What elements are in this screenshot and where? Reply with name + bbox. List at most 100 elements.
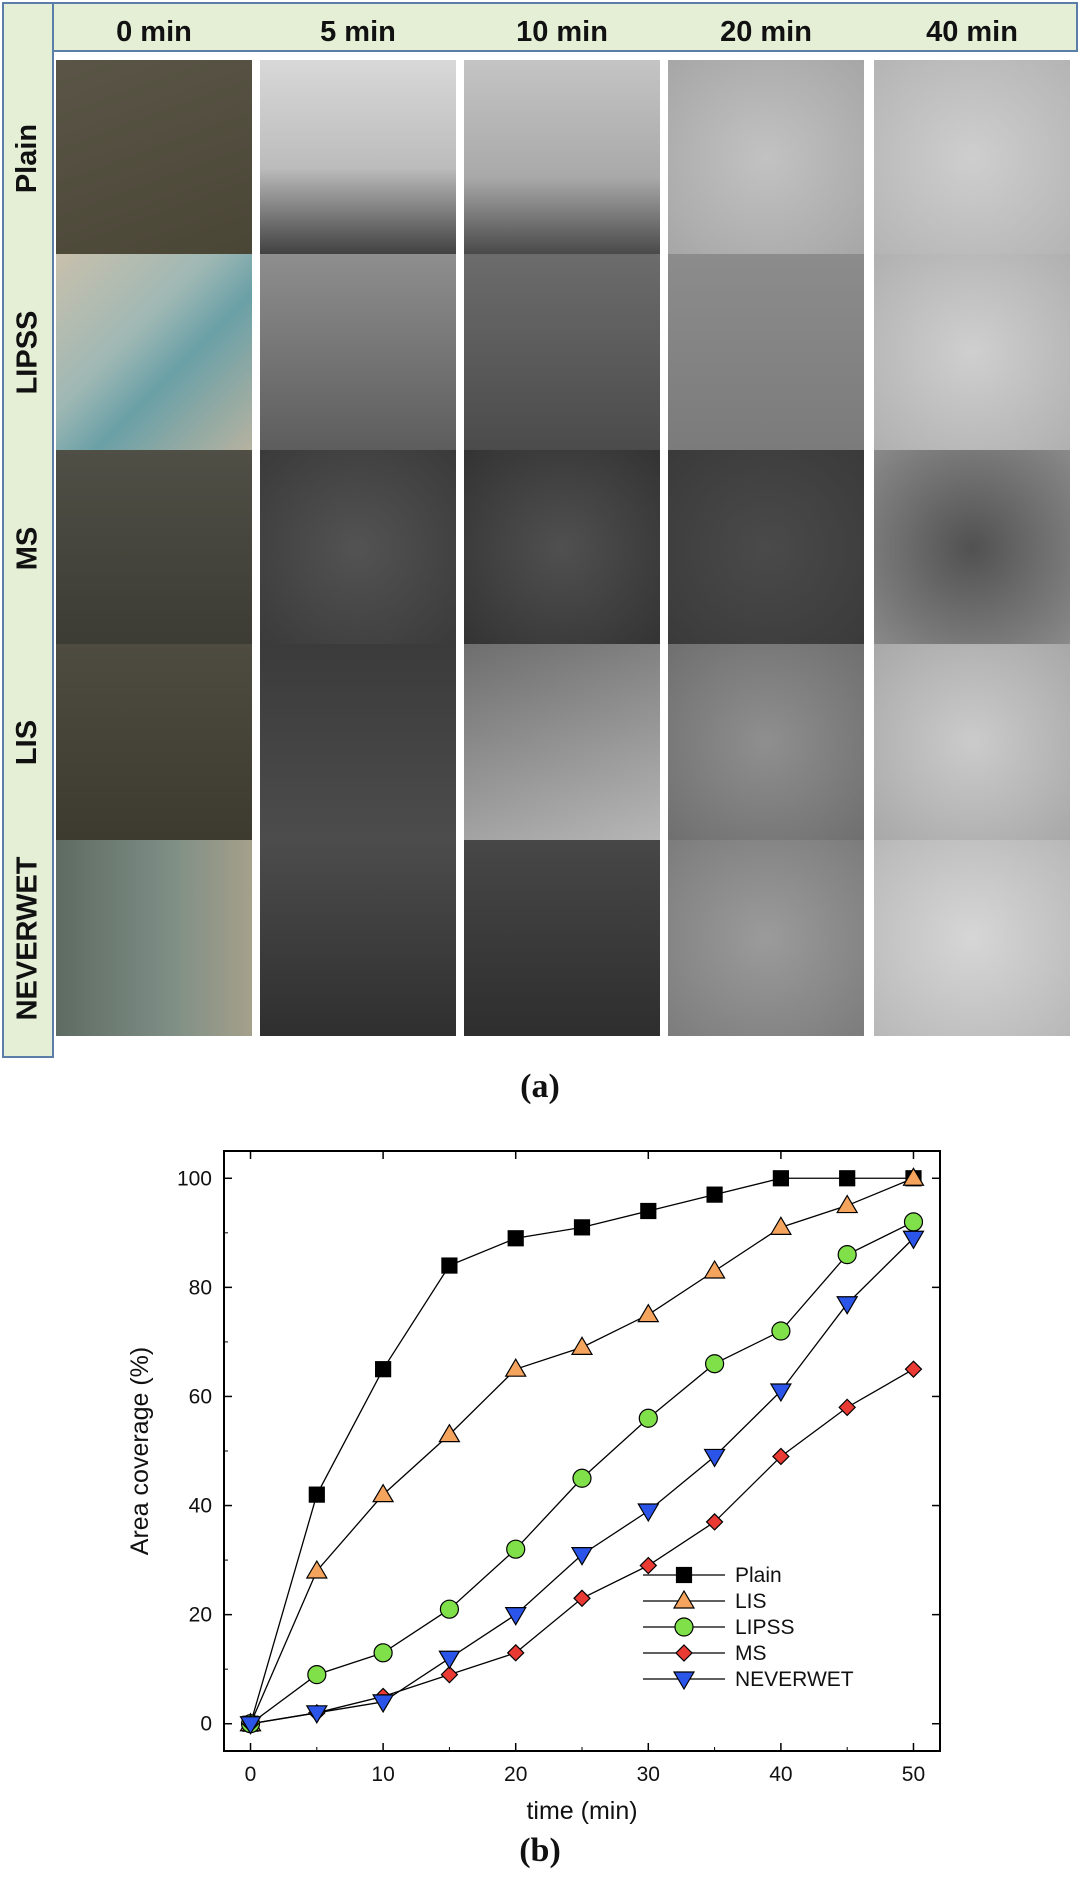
sample-photo xyxy=(668,254,864,450)
sample-photo xyxy=(464,840,660,1036)
data-point-ms xyxy=(904,1360,923,1379)
sample-photo xyxy=(668,840,864,1036)
y-tick-label: 100 xyxy=(177,1167,212,1190)
row-label: NEVERWET xyxy=(11,856,44,1020)
data-point-ms xyxy=(440,1665,459,1684)
data-point-neverwet xyxy=(504,1607,527,1626)
data-point-ms xyxy=(838,1398,857,1417)
data-point-ms xyxy=(506,1643,525,1662)
y-tick-label: 60 xyxy=(189,1385,212,1408)
legend-label: LIPSS xyxy=(735,1616,795,1639)
data-point-lipss xyxy=(506,1539,526,1559)
sample-photo xyxy=(56,840,252,1036)
series-line-lis xyxy=(249,1177,914,1724)
legend-marker xyxy=(675,1566,693,1584)
legend-label: LIS xyxy=(735,1590,767,1613)
sample-photo xyxy=(260,840,456,1036)
data-point-lipss xyxy=(638,1408,658,1428)
sample-photo xyxy=(874,254,1070,450)
sample-photo xyxy=(874,60,1070,256)
image-grid: 0 min 5 min 10 min 20 min 40 min Plain LIPSS M… xyxy=(2,2,1078,1058)
plot-frame xyxy=(223,1150,941,1752)
data-point-plain xyxy=(375,1361,392,1378)
sample-photo xyxy=(464,644,660,840)
data-point-lis xyxy=(902,1167,925,1186)
sample-photo xyxy=(464,254,660,450)
data-point-lis xyxy=(836,1194,859,1214)
x-tick-label: 0 xyxy=(245,1763,257,1786)
sample-photo xyxy=(56,450,252,646)
sample-photo xyxy=(56,644,252,840)
row-label: LIPSS xyxy=(11,310,44,394)
y-tick-label: 40 xyxy=(189,1495,212,1518)
data-point-plain xyxy=(640,1202,657,1220)
data-point-neverwet xyxy=(438,1650,461,1670)
legend-marker xyxy=(674,1617,694,1637)
sample-photo xyxy=(874,450,1070,646)
column-label: 40 min xyxy=(926,16,1018,48)
sample-photo xyxy=(260,450,456,646)
data-point-lis xyxy=(570,1336,594,1355)
sample-photo xyxy=(260,254,456,450)
data-point-neverwet xyxy=(305,1705,328,1725)
data-point-lipss xyxy=(903,1212,924,1232)
data-point-lipss xyxy=(837,1245,857,1265)
data-point-lis xyxy=(769,1216,792,1235)
sample-photo xyxy=(56,254,252,450)
panel-a-label: (a) xyxy=(520,1068,560,1105)
legend-marker xyxy=(672,1589,696,1609)
column-label: 5 min xyxy=(320,16,396,48)
x-tick-label: 20 xyxy=(504,1763,527,1786)
y-tick-label: 20 xyxy=(189,1604,212,1627)
data-point-lipss xyxy=(307,1665,327,1685)
data-point-neverwet xyxy=(902,1230,925,1250)
data-point-lipss xyxy=(704,1354,725,1374)
data-point-lis xyxy=(438,1423,461,1443)
data-point-plain xyxy=(772,1170,789,1187)
data-point-ms xyxy=(705,1513,724,1531)
sample-photo xyxy=(464,450,660,646)
column-label: 0 min xyxy=(116,16,192,48)
data-point-lipss xyxy=(771,1321,791,1341)
x-tick-label: 50 xyxy=(902,1763,925,1786)
data-point-lis xyxy=(703,1259,726,1279)
data-point-plain xyxy=(706,1186,723,1203)
y-tick-label: 0 xyxy=(200,1713,212,1736)
data-point-ms xyxy=(639,1556,658,1575)
sample-photo xyxy=(874,840,1070,1036)
data-point-ms xyxy=(573,1589,591,1608)
data-point-neverwet xyxy=(372,1694,395,1714)
data-point-plain xyxy=(839,1170,856,1187)
data-point-plain xyxy=(308,1486,325,1503)
y-axis-title: Area coverage (%) xyxy=(126,1347,154,1555)
x-tick-label: 40 xyxy=(769,1763,792,1786)
sample-photo xyxy=(260,60,456,256)
x-axis-title: time (min) xyxy=(526,1797,637,1825)
data-point-neverwet xyxy=(239,1716,262,1735)
column-label: 10 min xyxy=(516,16,608,48)
sample-row-header: Plain LIPSS MS LIS NEVERWET xyxy=(2,2,54,1058)
sample-photo xyxy=(56,60,252,256)
time-column-header: 0 min 5 min 10 min 20 min 40 min xyxy=(52,2,1078,52)
legend-marker xyxy=(672,1671,696,1691)
y-tick-label: 80 xyxy=(189,1276,212,1299)
data-point-lis xyxy=(372,1483,395,1503)
column-label: 20 min xyxy=(720,16,812,48)
panel-b-label: (b) xyxy=(519,1832,561,1869)
data-point-plain xyxy=(573,1219,591,1236)
sample-photo xyxy=(260,644,456,840)
data-point-ms xyxy=(772,1447,790,1466)
x-tick-label: 10 xyxy=(371,1763,394,1786)
legend-marker xyxy=(675,1644,693,1662)
legend-label: MS xyxy=(735,1642,767,1665)
legend-label: Plain xyxy=(735,1564,782,1587)
sample-photo xyxy=(874,644,1070,840)
legend-label: NEVERWET xyxy=(735,1668,854,1691)
data-point-lipss xyxy=(572,1468,592,1488)
data-point-lis xyxy=(637,1303,660,1323)
data-point-neverwet xyxy=(769,1383,792,1403)
sample-photo xyxy=(668,60,864,256)
data-point-plain xyxy=(441,1257,458,1274)
series-line-plain xyxy=(249,1177,914,1724)
x-tick-label: 30 xyxy=(637,1763,660,1786)
